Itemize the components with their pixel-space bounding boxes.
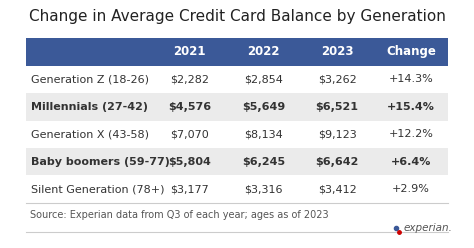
Bar [153,93,227,121]
Text: Change: Change [386,45,436,59]
Bar [300,121,374,148]
Text: +15.4%: +15.4% [387,102,435,112]
Bar [300,176,374,203]
Text: $7,070: $7,070 [170,129,209,139]
Text: +14.3%: +14.3% [389,74,433,84]
Bar [26,38,153,66]
Bar [374,93,448,121]
Bar [153,148,227,176]
Bar [300,38,374,66]
Text: $5,804: $5,804 [168,157,211,167]
Text: +6.4%: +6.4% [391,157,431,167]
Text: Source: Experian data from Q3 of each year; ages as of 2023: Source: Experian data from Q3 of each ye… [30,210,329,220]
Bar [26,93,153,121]
Bar [227,93,300,121]
Text: $6,521: $6,521 [316,102,359,112]
Text: $3,262: $3,262 [318,74,356,84]
Bar [300,93,374,121]
Text: 2021: 2021 [173,45,206,59]
Bar [153,38,227,66]
Text: Baby boomers (59-77): Baby boomers (59-77) [31,157,170,167]
Bar [374,66,448,93]
Text: Millennials (27-42): Millennials (27-42) [31,102,148,112]
Text: +2.9%: +2.9% [392,184,430,194]
Text: +12.2%: +12.2% [389,129,433,139]
Bar [153,121,227,148]
Bar [227,121,300,148]
Bar [153,66,227,93]
Bar [300,148,374,176]
Text: $3,316: $3,316 [244,184,283,194]
Bar [26,66,153,93]
Text: $6,245: $6,245 [242,157,285,167]
Bar [26,176,153,203]
Text: $3,412: $3,412 [318,184,356,194]
Bar [26,121,153,148]
Text: Change in Average Credit Card Balance by Generation: Change in Average Credit Card Balance by… [28,9,446,24]
Bar [227,66,300,93]
Text: $4,576: $4,576 [168,102,211,112]
Text: $9,123: $9,123 [318,129,356,139]
Bar [153,176,227,203]
Text: $6,642: $6,642 [316,157,359,167]
Bar [300,66,374,93]
Bar [227,38,300,66]
Text: $2,854: $2,854 [244,74,283,84]
Text: Generation Z (18-26): Generation Z (18-26) [31,74,149,84]
Text: Generation X (43-58): Generation X (43-58) [31,129,149,139]
Bar [227,176,300,203]
Bar [374,148,448,176]
Text: $3,177: $3,177 [170,184,209,194]
Text: Silent Generation (78+): Silent Generation (78+) [31,184,164,194]
Text: $8,134: $8,134 [244,129,283,139]
Text: $2,282: $2,282 [170,74,209,84]
Bar [26,148,153,176]
Text: 2023: 2023 [321,45,354,59]
Text: experian.: experian. [403,223,453,233]
Text: 2022: 2022 [247,45,280,59]
Bar [374,38,448,66]
Bar [374,121,448,148]
Bar [227,148,300,176]
Bar [374,176,448,203]
Text: $5,649: $5,649 [242,102,285,112]
